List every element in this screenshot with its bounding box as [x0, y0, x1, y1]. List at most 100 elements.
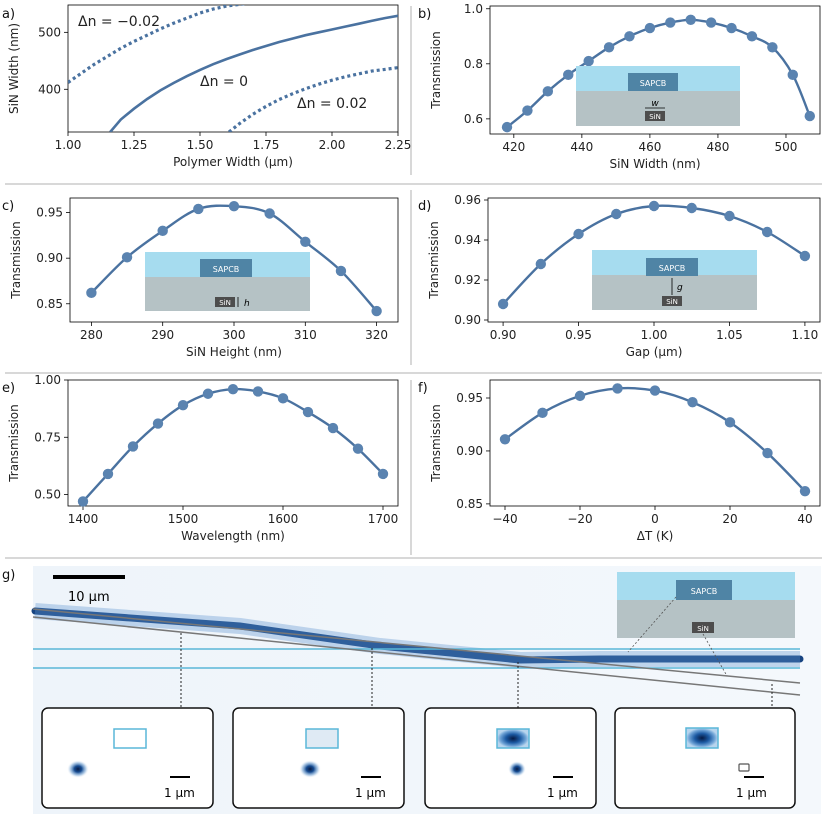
chart-b-point-14 — [787, 69, 798, 81]
chart-f-xlabel: ΔT (K) — [637, 529, 674, 543]
chart-c-xtick-label: 290 — [151, 328, 174, 342]
chart-e-point-12 — [377, 468, 389, 480]
chart-d-xtick-label: 1.00 — [641, 328, 668, 342]
chart-e-point-9 — [302, 406, 314, 418]
inset-b-sin-label: SiN — [649, 113, 661, 121]
inset-b-sapcb-label: SAPCB — [640, 79, 667, 88]
mode-inset-4-sapcb — [685, 727, 719, 749]
chart-c-point-3 — [193, 203, 204, 215]
chart-b-point-7 — [644, 22, 656, 34]
chart-d-ytick-label: 0.92 — [454, 273, 481, 287]
chart-f-point-2 — [574, 390, 586, 402]
chart-b-xtick-label: 420 — [502, 140, 525, 154]
chart-d-xlabel: Gap (μm) — [626, 345, 683, 359]
chart-b-point-8 — [665, 17, 676, 28]
chart-f-point-7 — [762, 447, 773, 459]
panel-g-simulation: 10 μm SAPCB SiN 1 μm — [31, 566, 821, 814]
chart-c-xtick-label: 280 — [80, 328, 103, 342]
chart-e-xtick-label: 1600 — [268, 512, 299, 526]
chart-e-ytick-label: 0.75 — [34, 430, 61, 444]
inset-c-sapcb-label: SAPCB — [213, 265, 240, 274]
mode-inset-4-scale-label: 1 μm — [736, 786, 767, 800]
mode-inset-3-scale-label: 1 μm — [547, 786, 578, 800]
chart-f-frame — [489, 379, 821, 507]
chart-d-xtick-label: 0.95 — [565, 328, 592, 342]
sin-edge-top — [32, 608, 801, 684]
mode-inset-4: 1 μm — [614, 707, 796, 809]
mode-inset-2-spot — [299, 760, 321, 778]
scale-bar-10um-label: 10 μm — [68, 590, 110, 605]
chart-e-point-4 — [177, 400, 189, 411]
chart-c-xlabel: SiN Height (nm) — [186, 345, 282, 359]
inset-b-cross-section: SAPCB SiN w — [576, 66, 740, 126]
chart-f-xtick-label: 0 — [651, 512, 659, 526]
inset-d-cross-section: SAPCB g SiN — [592, 250, 757, 310]
inset-b-w-label: w — [651, 99, 659, 109]
chart-a-series-2 — [227, 66, 398, 132]
chart-f-point-3 — [612, 383, 623, 394]
chart-d-point-3 — [611, 208, 622, 220]
beam-glow — [34, 603, 800, 669]
annotation-dn-zero: Δn = 0 — [200, 74, 248, 90]
chart-e-point-11 — [352, 443, 364, 454]
chart-b-ylabel: Transmission — [429, 31, 443, 110]
chart-b-point-5 — [603, 42, 615, 53]
annotation-dn-neg: Δn = −0.02 — [78, 14, 160, 30]
mode-inset-1: 1 μm — [41, 707, 214, 809]
mode-inset-2-sapcb — [305, 728, 339, 749]
chart-b-xlabel: SiN Width (nm) — [609, 157, 700, 171]
chart-a-xlabel: Polymer Width (μm) — [173, 155, 293, 169]
chart-b-point-4 — [583, 55, 594, 67]
g-inset-pointer-sapcb — [627, 596, 677, 653]
chart-b-line — [506, 18, 811, 129]
chart-e-point-0 — [77, 496, 89, 507]
annotation-dn-pos: Δn = 0.02 — [297, 96, 367, 112]
chart-b-xtick-label: 460 — [638, 140, 661, 154]
inset-c-h-label: h — [244, 299, 250, 309]
chart-a-xtick-label: 1.50 — [187, 138, 214, 152]
chart-d-xtick-label: 1.10 — [792, 328, 819, 342]
mode-inset-1-scale-label: 1 μm — [164, 786, 195, 800]
chart-c-point-8 — [371, 305, 382, 317]
chart-a-ytick-label: 500 — [38, 25, 61, 39]
panel-letter-f: f) — [418, 381, 428, 396]
chart-b-frame — [489, 5, 821, 135]
chart-c-point-0 — [86, 287, 97, 299]
chart-b-point-2 — [542, 86, 554, 97]
chart-e-ylabel: Transmission — [7, 404, 21, 483]
mode-inset-3-spot — [508, 761, 526, 777]
chart-c-ytick-label: 0.85 — [36, 297, 63, 311]
chart-e-frame — [67, 379, 399, 507]
chart-f-ytick-label: 0.90 — [456, 444, 483, 458]
mode-inset-2-frame — [232, 707, 405, 809]
mode-inset-3-frame — [424, 707, 597, 809]
chart-d-point-4 — [648, 200, 660, 212]
chart-c-point-4 — [228, 201, 240, 212]
chart-d-ytick-label: 0.96 — [454, 193, 481, 207]
mode-inset-2-scale-label: 1 μm — [355, 786, 386, 800]
inset-d-sin-label: SiN — [666, 298, 678, 306]
chart-b-point-3 — [563, 69, 574, 81]
chart-d-point-2 — [573, 228, 584, 240]
chart-d-point-7 — [761, 226, 773, 238]
chart-e-point-7 — [252, 386, 264, 397]
chart-f-xtick-label: −20 — [567, 512, 592, 526]
inset-c-sin-core — [215, 297, 235, 307]
chart-b-point-9 — [685, 14, 696, 25]
chart-f-point-4 — [649, 385, 661, 396]
chart-c-point-7 — [335, 265, 347, 277]
g-inset-sin-label: SiN — [697, 625, 709, 633]
mode-inset-1-spot — [67, 760, 89, 778]
chart-c: 280 290 300 310 320 0.85 0.90 0.95 SiN Height (n… — [9, 197, 399, 359]
chart-f-line — [504, 386, 806, 493]
chart-c-xtick-label: 300 — [223, 328, 246, 342]
chart-f-point-0 — [499, 434, 511, 445]
chart-e-ytick-label: 1.00 — [34, 373, 61, 387]
chart-c-point-1 — [121, 252, 133, 263]
chart-c-point-5 — [264, 208, 275, 219]
chart-b-point-6 — [624, 31, 635, 42]
chart-f-ytick-label: 0.95 — [456, 391, 483, 405]
chart-f-xtick-label: 40 — [797, 512, 812, 526]
scale-bar-10um — [53, 575, 125, 579]
